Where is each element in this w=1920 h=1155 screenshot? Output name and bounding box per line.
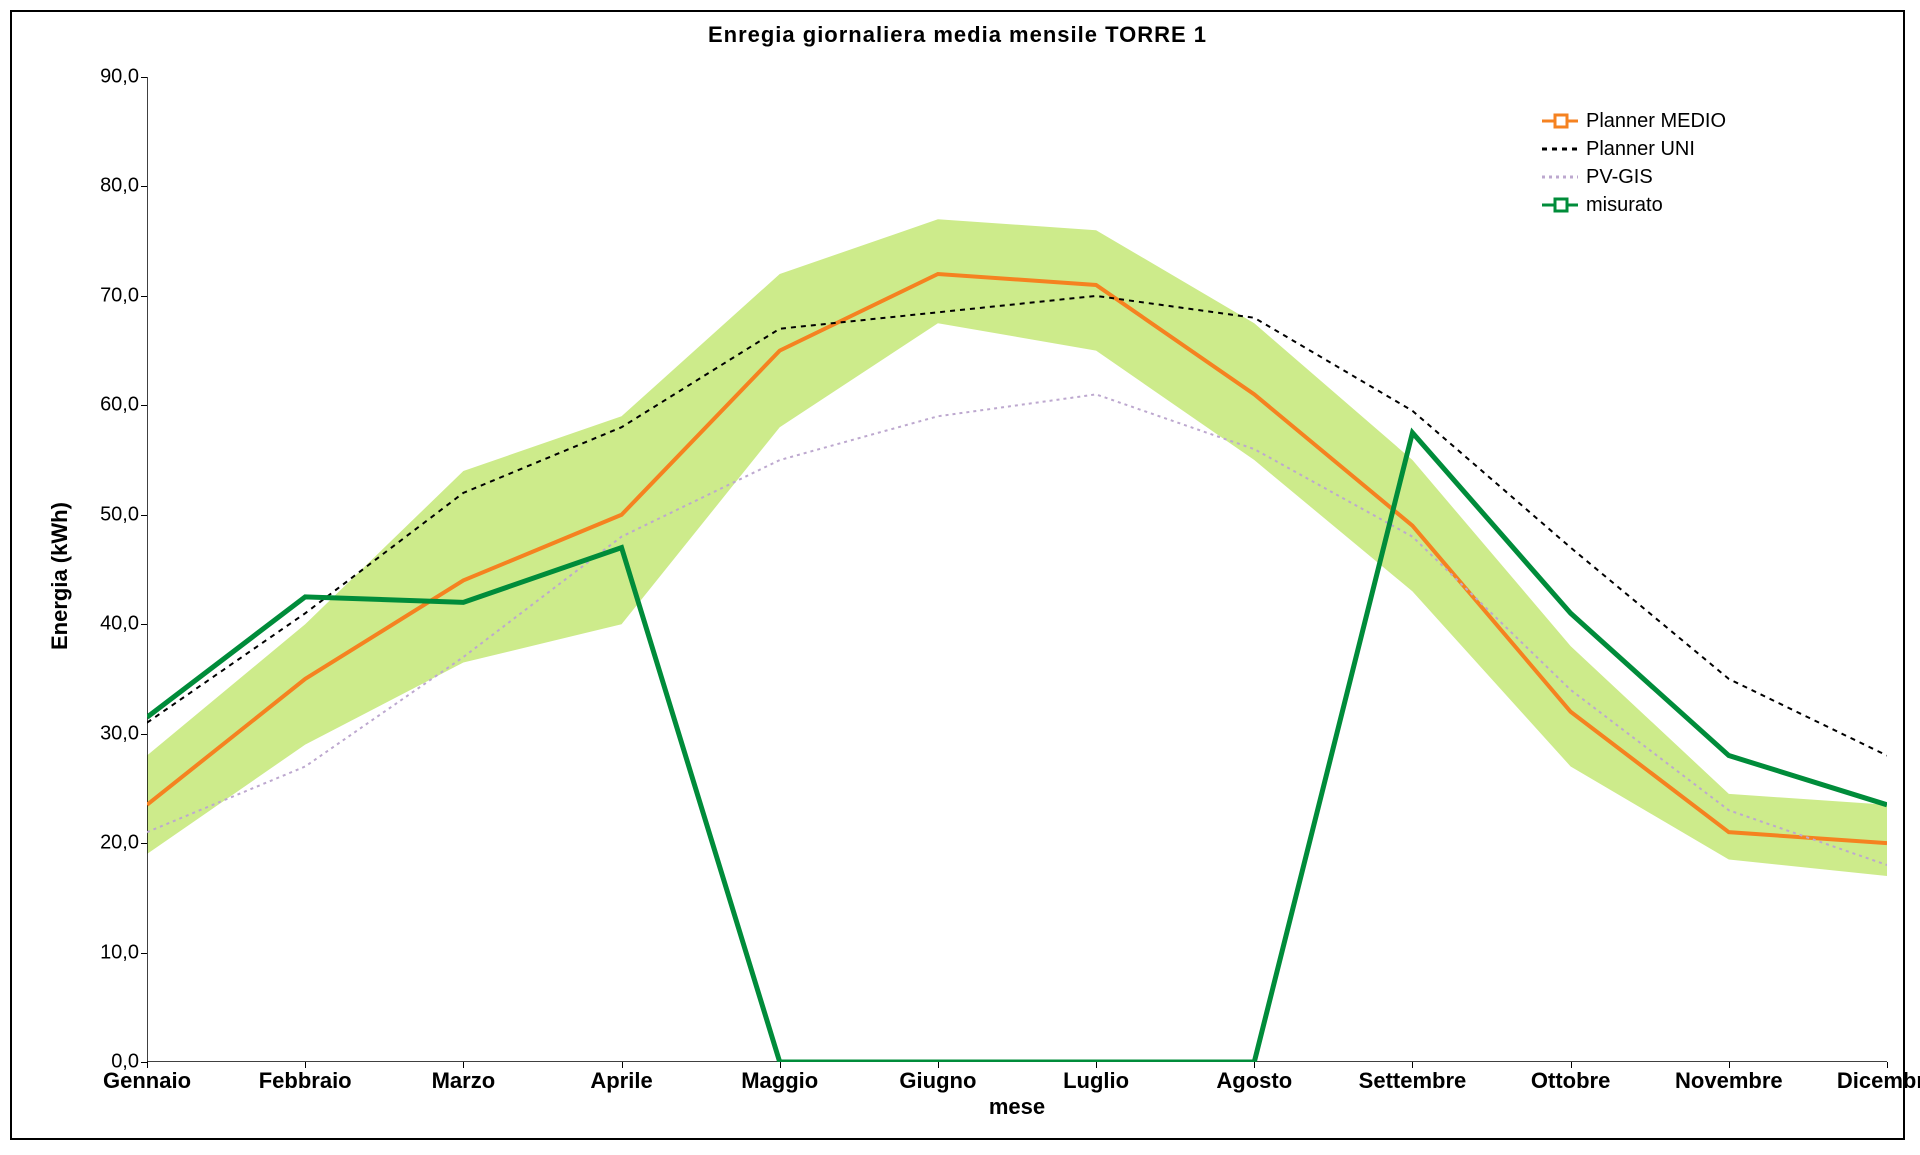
x-axis-label: mese <box>147 1094 1887 1120</box>
x-tick-label: Aprile <box>590 1062 652 1094</box>
chart-frame: Enregia giornaliera media mensile TORRE … <box>10 10 1905 1140</box>
x-tick-label: Maggio <box>741 1062 818 1094</box>
legend-swatch <box>1542 195 1578 215</box>
x-tick-label: Gennaio <box>103 1062 191 1094</box>
y-tick-label: 10,0 <box>100 941 147 964</box>
legend-label: PV-GIS <box>1586 166 1653 189</box>
legend-item: Planner UNI <box>1542 135 1726 163</box>
x-tick-label: Dicembre <box>1837 1062 1920 1094</box>
chart-title: Enregia giornaliera media mensile TORRE … <box>12 22 1903 48</box>
y-axis-label: Energia (kWh) <box>47 502 73 650</box>
x-tick-label: Giugno <box>899 1062 976 1094</box>
chart-svg <box>147 77 1887 1062</box>
legend-label: Planner UNI <box>1586 138 1695 161</box>
uncertainty-band <box>147 219 1887 876</box>
x-tick-label: Marzo <box>432 1062 496 1094</box>
y-tick-label: 70,0 <box>100 284 147 307</box>
x-tick-label: Agosto <box>1216 1062 1292 1094</box>
x-tick-label: Ottobre <box>1531 1062 1610 1094</box>
legend-item: misurato <box>1542 191 1726 219</box>
legend-swatch <box>1542 167 1578 187</box>
x-tick-label: Febbraio <box>259 1062 352 1094</box>
legend-swatch <box>1542 111 1578 131</box>
legend-item: Planner MEDIO <box>1542 107 1726 135</box>
legend-swatch <box>1542 139 1578 159</box>
y-tick-label: 30,0 <box>100 722 147 745</box>
y-tick-label: 80,0 <box>100 175 147 198</box>
plot-area: 0,010,020,030,040,050,060,070,080,090,0G… <box>147 77 1887 1062</box>
y-tick-label: 60,0 <box>100 394 147 417</box>
y-tick-label: 20,0 <box>100 832 147 855</box>
legend-label: misurato <box>1586 194 1663 217</box>
x-tick-label: Settembre <box>1359 1062 1467 1094</box>
legend-item: PV-GIS <box>1542 163 1726 191</box>
y-tick-label: 90,0 <box>100 66 147 89</box>
y-tick-label: 40,0 <box>100 613 147 636</box>
x-tick-label: Novembre <box>1675 1062 1783 1094</box>
x-tick-label: Luglio <box>1063 1062 1129 1094</box>
legend: Planner MEDIO Planner UNI PV-GIS misurato <box>1542 107 1726 219</box>
y-tick-label: 50,0 <box>100 503 147 526</box>
legend-label: Planner MEDIO <box>1586 110 1726 133</box>
